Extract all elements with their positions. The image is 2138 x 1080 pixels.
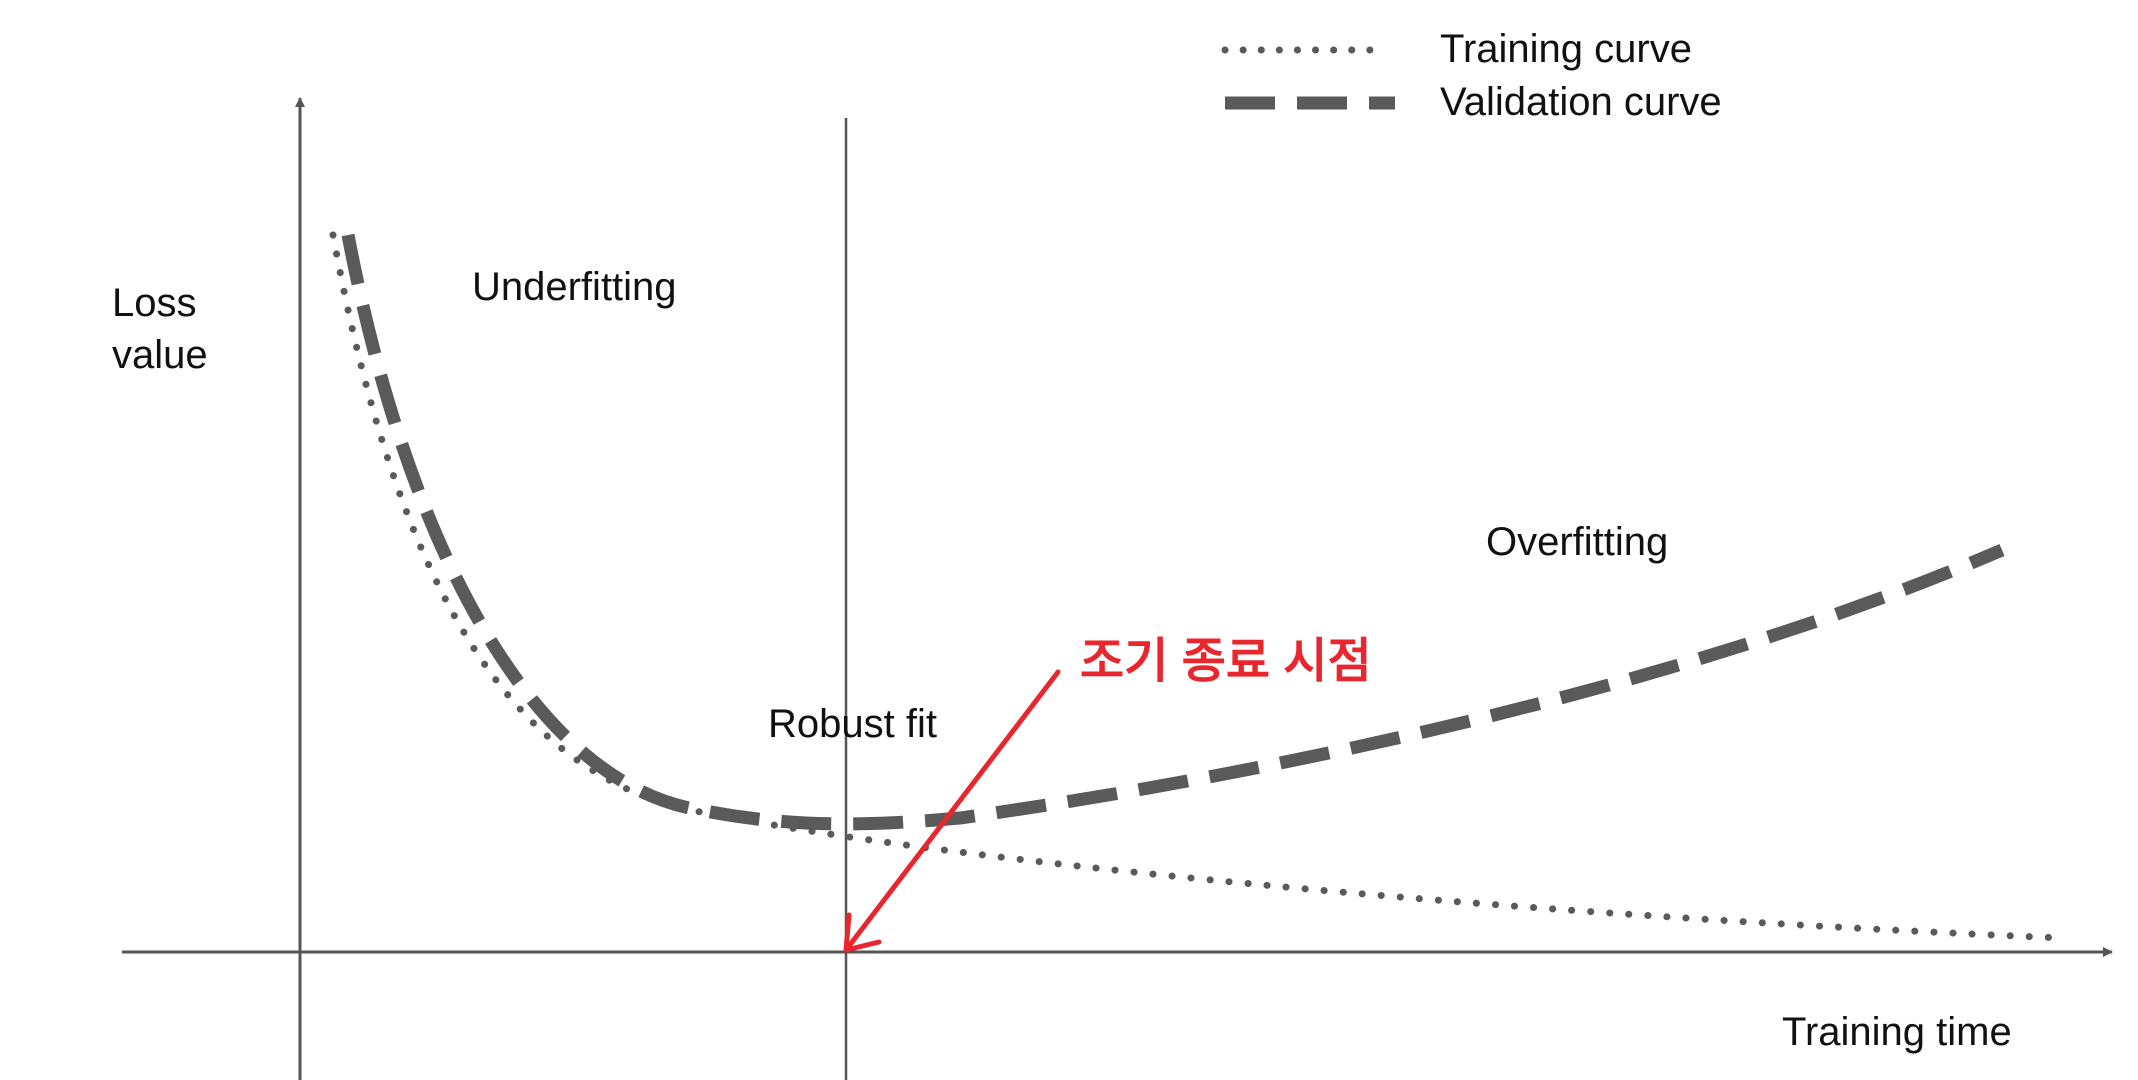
legend: Training curve Validation curve bbox=[1221, 27, 1722, 124]
region-label-overfitting: Overfitting bbox=[1486, 520, 1668, 564]
region-label-robust-fit: Robust fit bbox=[768, 702, 937, 746]
validation-curve bbox=[341, 233, 2005, 831]
legend-training-label: Training curve bbox=[1440, 27, 1692, 71]
early-stopping-arrow-head bbox=[843, 912, 882, 953]
legend-validation-label: Validation curve bbox=[1440, 80, 1722, 124]
y-axis-label-line2: value bbox=[112, 333, 208, 377]
y-axis-label-line1: Loss bbox=[112, 281, 197, 325]
training-curve bbox=[329, 231, 2066, 942]
early-stopping-annotation: 조기 종료 시점 bbox=[843, 635, 1372, 953]
early-stopping-label: 조기 종료 시점 bbox=[1080, 635, 1372, 688]
early-stopping-arrow-line bbox=[843, 669, 1061, 953]
x-axis-label: Training time bbox=[1782, 1010, 2012, 1054]
region-label-underfitting: Underfitting bbox=[472, 265, 677, 309]
